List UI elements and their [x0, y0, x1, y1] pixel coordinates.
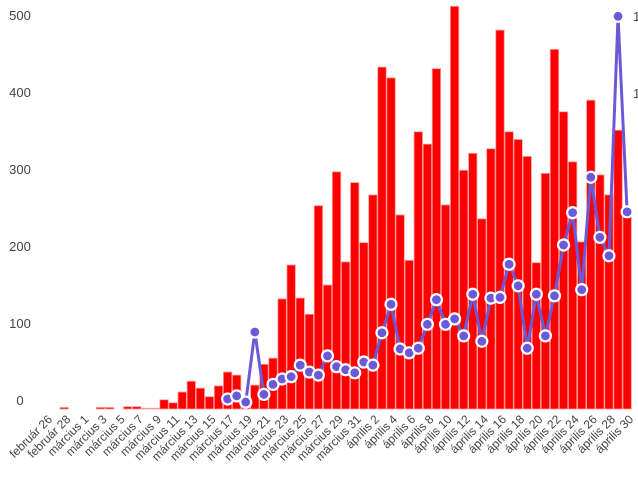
line-point	[584, 170, 598, 184]
line-point	[620, 205, 634, 219]
bar	[286, 264, 296, 410]
bar	[277, 298, 287, 410]
bar	[322, 284, 333, 410]
bar	[468, 152, 478, 410]
bar	[368, 194, 378, 410]
bar	[313, 205, 324, 410]
y-tick-label: 500	[9, 8, 31, 23]
line-point	[602, 249, 616, 263]
line-point	[230, 389, 244, 403]
y-tick-label: 200	[9, 239, 31, 254]
line-point	[411, 341, 425, 355]
line-point	[366, 358, 380, 372]
line-point	[547, 289, 562, 303]
line-point	[538, 329, 553, 343]
bar	[331, 171, 342, 410]
y-tick-label: 400	[9, 85, 31, 100]
bar	[359, 242, 369, 410]
bar	[513, 139, 523, 410]
bar	[413, 131, 423, 410]
bar	[222, 371, 233, 410]
line-point	[556, 238, 571, 252]
line-point	[293, 358, 307, 372]
bar	[449, 5, 460, 410]
bar	[440, 204, 451, 410]
bar	[95, 407, 106, 410]
bar	[104, 407, 115, 410]
line-point	[611, 9, 625, 23]
bar	[186, 380, 196, 410]
bar	[595, 174, 605, 410]
bar	[132, 406, 142, 410]
bar	[540, 172, 551, 410]
line-point	[511, 279, 525, 293]
y-tick-label: 100	[9, 316, 31, 331]
bar	[422, 143, 432, 410]
line-point	[475, 334, 489, 348]
bar	[304, 313, 314, 410]
line-point	[593, 230, 607, 244]
line-point	[284, 370, 298, 384]
line-point	[566, 206, 580, 220]
bar	[549, 49, 560, 410]
bar	[522, 156, 532, 410]
line-point	[348, 366, 362, 380]
line-point	[457, 329, 471, 343]
y-tick-label: 300	[9, 162, 31, 177]
bar	[431, 68, 442, 410]
bar	[404, 259, 414, 410]
bar	[295, 297, 305, 410]
bar	[141, 407, 151, 410]
line-point	[384, 297, 398, 311]
bar	[577, 241, 587, 410]
right-y-tick-label: 1	[633, 9, 638, 24]
bar	[168, 402, 178, 410]
y-axis-right: 11	[633, 9, 638, 101]
line-point	[575, 283, 589, 297]
line-point	[248, 325, 262, 339]
bar	[123, 406, 133, 410]
line-point	[239, 395, 253, 409]
bar	[250, 384, 260, 410]
bar	[604, 194, 614, 410]
line-point	[320, 349, 335, 363]
bar	[150, 407, 160, 410]
bar	[459, 169, 469, 410]
bar-series	[59, 5, 632, 410]
y-axis-left: 0 100 200 300 400 500	[9, 8, 31, 408]
bar	[204, 396, 215, 410]
line-point	[429, 293, 444, 307]
line-point	[520, 341, 534, 355]
line-point	[493, 290, 507, 304]
bar	[350, 182, 360, 410]
line-point	[257, 387, 271, 401]
line-point	[529, 287, 543, 301]
bar	[59, 407, 69, 410]
line-point	[502, 257, 516, 271]
line-point	[466, 287, 480, 301]
line-point	[420, 317, 434, 331]
line-point	[375, 326, 389, 340]
bar	[622, 206, 632, 410]
bar	[195, 387, 205, 410]
bar	[341, 261, 351, 410]
line-point	[448, 312, 462, 326]
right-y-tick-label: 1	[633, 86, 638, 101]
bar	[495, 29, 505, 410]
bar	[613, 129, 623, 410]
line-point	[311, 368, 325, 382]
line-series	[221, 9, 634, 409]
bar	[159, 399, 169, 410]
bar	[177, 391, 187, 410]
bar	[395, 214, 405, 410]
bar	[377, 66, 387, 410]
y-tick-label: 0	[16, 393, 23, 408]
bar	[486, 148, 496, 410]
bar	[386, 77, 396, 410]
bar	[477, 218, 487, 410]
bar	[568, 161, 578, 410]
bar	[586, 99, 596, 410]
